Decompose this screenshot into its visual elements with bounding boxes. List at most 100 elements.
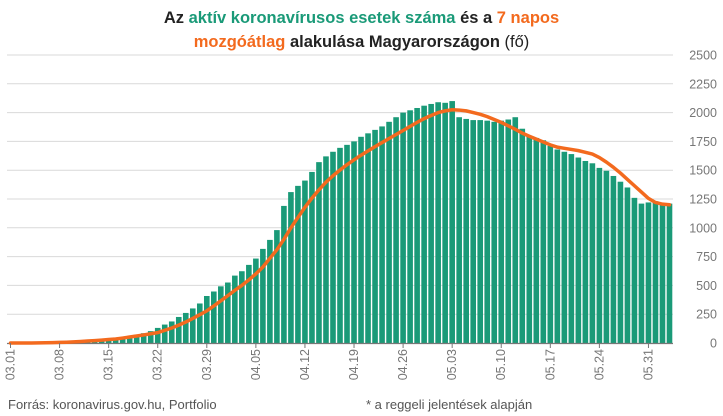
x-tick-label: 03.22 — [151, 349, 165, 380]
chart-title-line1: Az aktív koronavírusos esetek száma és a… — [0, 6, 723, 30]
y-tick-label: 1500 — [689, 164, 717, 178]
bar — [407, 110, 413, 344]
bar — [463, 118, 469, 343]
bar — [491, 121, 498, 343]
bar — [477, 120, 484, 343]
bar — [168, 321, 175, 343]
bar — [519, 128, 526, 343]
chart-title: Az aktív koronavírusos esetek száma és a… — [0, 6, 723, 54]
x-tick-label: 04.26 — [396, 349, 410, 380]
title-segment: 7 napos — [496, 9, 560, 27]
title-segment: alakulása Magyarországon — [285, 33, 505, 51]
bar — [302, 180, 308, 343]
bar — [526, 135, 533, 343]
x-tick-label: 05.03 — [445, 349, 459, 380]
bar — [582, 160, 589, 343]
y-tick-label: 1250 — [689, 193, 717, 207]
bar — [126, 336, 133, 343]
bar — [512, 117, 519, 343]
title-segment: mozgóátlag — [193, 33, 286, 51]
footnote: * a reggeli jelentések alapján — [366, 397, 533, 412]
y-tick-label: 1000 — [689, 221, 717, 235]
bar — [196, 303, 203, 343]
bar — [288, 192, 294, 343]
bar — [505, 119, 512, 344]
bar — [414, 107, 420, 343]
x-tick-label: 03.08 — [53, 349, 67, 380]
bar — [161, 324, 168, 343]
bar — [203, 295, 210, 343]
y-tick-label: 2250 — [689, 77, 717, 91]
bar — [133, 334, 140, 343]
bar — [154, 327, 161, 343]
bar — [239, 271, 245, 343]
bar — [379, 126, 385, 343]
source-note: Forrás: koronavirus.gov.hu, Portfolio — [8, 397, 217, 412]
bar — [666, 203, 673, 343]
bar — [218, 286, 224, 343]
y-tick-label: 0 — [710, 337, 717, 351]
bar — [498, 120, 505, 343]
bar — [470, 120, 477, 343]
bar — [182, 312, 189, 343]
bar — [365, 133, 371, 343]
bar — [603, 170, 610, 343]
bar — [547, 146, 554, 343]
bar — [119, 337, 126, 343]
title-segment: (fő) — [504, 33, 530, 51]
bar — [211, 291, 217, 343]
bar — [351, 141, 357, 343]
bar — [421, 105, 427, 343]
x-tick-label: 03.29 — [200, 349, 214, 380]
x-tick-label: 04.05 — [249, 349, 263, 380]
x-tick-label: 04.12 — [298, 349, 312, 380]
bar — [596, 167, 603, 343]
bar — [610, 175, 617, 343]
bar — [533, 137, 540, 343]
bar — [652, 201, 659, 343]
bar — [617, 181, 624, 343]
bar — [631, 197, 638, 343]
bar — [435, 102, 441, 344]
chart-title-line2: mozgóátlag alakulása Magyarországon (fő) — [0, 30, 723, 54]
x-tick-label: 03.15 — [102, 349, 116, 380]
bar — [575, 157, 582, 343]
bar — [309, 171, 315, 343]
bar — [449, 101, 455, 343]
bar — [189, 308, 196, 343]
y-tick-label: 2500 — [689, 49, 717, 63]
bar — [400, 112, 406, 343]
moving-average-line — [8, 107, 672, 345]
y-tick-label: 500 — [696, 279, 717, 293]
bar — [267, 239, 273, 343]
bar — [225, 282, 231, 343]
bar — [260, 248, 266, 343]
y-tick-label: 250 — [696, 308, 717, 322]
bar — [337, 147, 343, 343]
x-tick-label: 04.19 — [347, 349, 361, 380]
title-segment: és a — [455, 9, 497, 27]
bar — [330, 151, 336, 343]
bar — [232, 275, 238, 343]
bar — [112, 338, 119, 343]
x-tick-label: 05.10 — [494, 349, 508, 380]
y-tick-label: 1750 — [689, 135, 717, 149]
title-segment: aktív koronavírusos esetek száma — [188, 9, 456, 27]
bar — [386, 121, 392, 343]
bar — [393, 117, 399, 343]
bar — [358, 136, 364, 343]
bar — [372, 129, 378, 343]
title-segment: Az — [163, 9, 189, 27]
bar — [316, 162, 322, 343]
bar — [281, 205, 287, 343]
x-tick-label: 03.01 — [4, 349, 18, 380]
bar — [147, 331, 154, 343]
y-tick-label: 2000 — [689, 106, 717, 120]
bar — [140, 333, 147, 343]
bar — [554, 149, 561, 343]
bar — [659, 203, 666, 343]
bar — [638, 203, 645, 343]
bar — [589, 163, 596, 343]
bar — [175, 316, 182, 343]
